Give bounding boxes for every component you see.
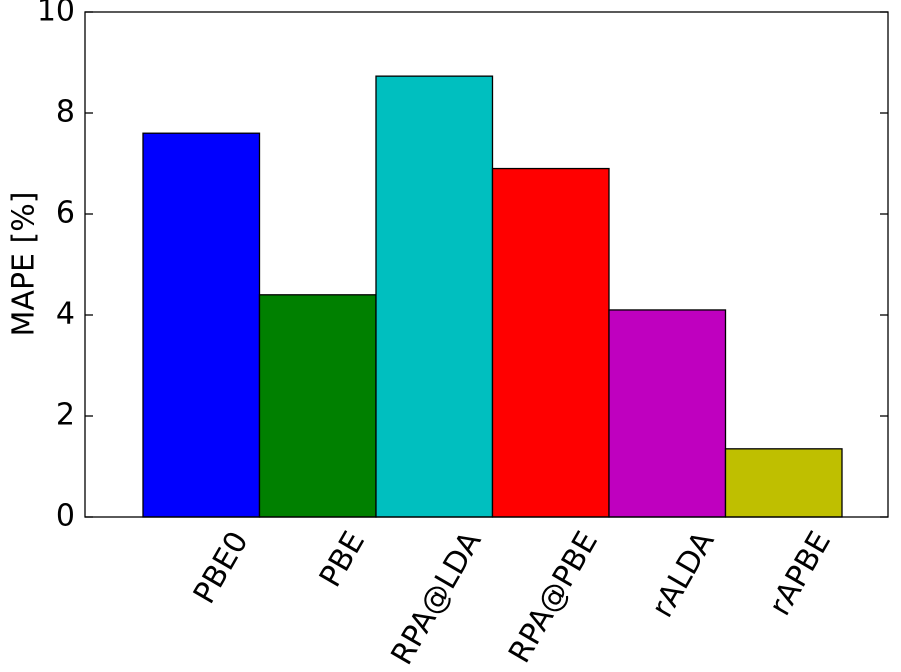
y-tick-label: 4 [56, 297, 75, 332]
y-axis-label: MAPE [%] [7, 192, 42, 337]
y-tick-label: 10 [37, 0, 75, 29]
x-tick-label: PBE [313, 526, 372, 593]
bar [491, 167, 610, 518]
bar [142, 132, 261, 518]
x-tick-label: RPA@PBE [502, 526, 605, 669]
bar [608, 309, 727, 518]
x-tick-label: PBE0 [187, 526, 256, 610]
x-tick-label: RPA@LDA [385, 525, 489, 671]
bar [375, 75, 494, 518]
y-tick-label: 6 [56, 196, 75, 231]
bar [724, 448, 843, 518]
x-tick-label: rALDA [645, 525, 722, 623]
y-tick-label: 8 [56, 95, 75, 130]
y-tick-label: 0 [56, 499, 75, 534]
y-tick-label: 2 [56, 398, 75, 433]
bar [258, 294, 377, 518]
x-tick-label: rAPBE [762, 526, 838, 622]
plot-frame [84, 11, 889, 518]
